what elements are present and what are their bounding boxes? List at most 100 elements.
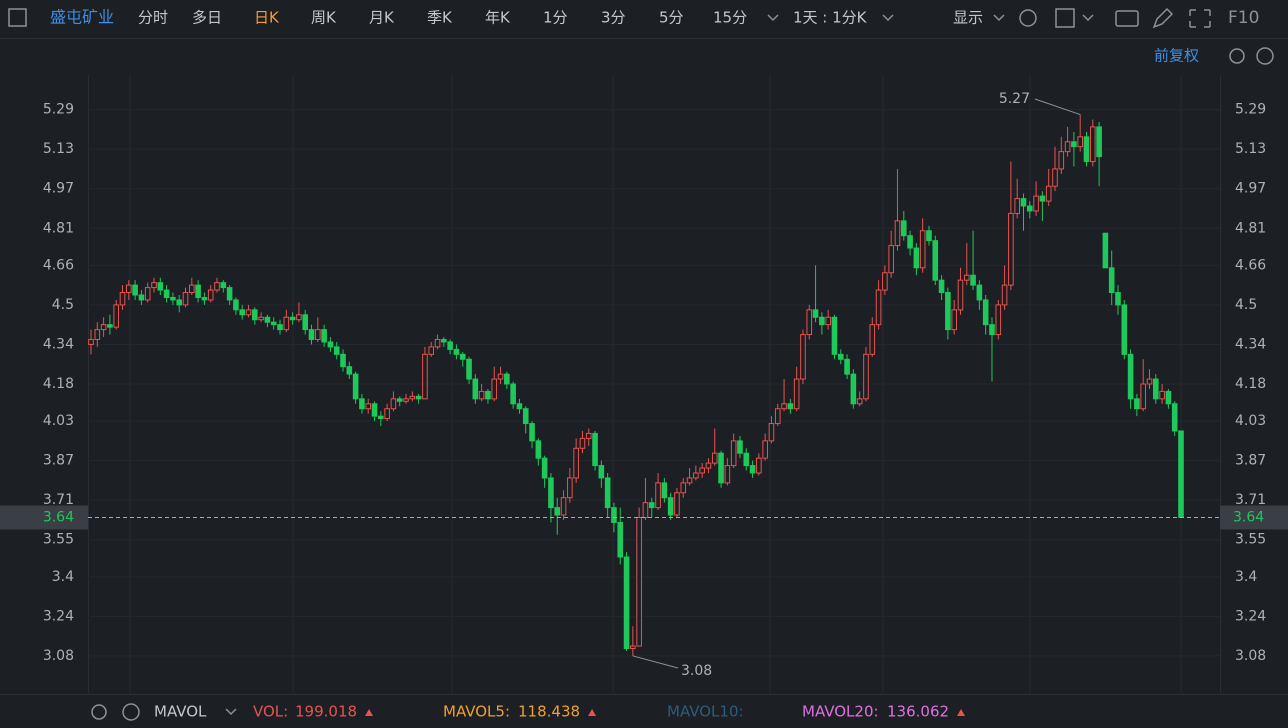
candle-body xyxy=(951,309,957,331)
candle-body xyxy=(630,645,636,650)
y-tick-label: 3.08 xyxy=(43,648,74,664)
reset-icon[interactable] xyxy=(1229,48,1245,64)
candle-body xyxy=(718,452,724,484)
candle-body xyxy=(970,274,976,286)
settings-icon[interactable] xyxy=(1019,9,1037,27)
candle-body xyxy=(485,390,491,400)
candle-body xyxy=(516,403,523,410)
candle-body xyxy=(447,341,453,350)
candle-body xyxy=(945,292,951,331)
f10[interactable]: F10 xyxy=(1228,8,1259,28)
period-tab[interactable]: 1分 xyxy=(543,9,568,27)
candle-body xyxy=(441,339,447,343)
candle-body xyxy=(585,432,592,439)
chevron[interactable] xyxy=(767,14,779,22)
period-tab[interactable]: 15分 xyxy=(713,9,747,27)
candle-body xyxy=(989,324,995,336)
candle-body xyxy=(1020,198,1027,207)
candle-body xyxy=(768,423,775,442)
period-tab[interactable]: 年K xyxy=(485,9,511,27)
candle-body xyxy=(422,353,428,400)
candle-body xyxy=(497,373,504,380)
color-icon[interactable] xyxy=(1055,8,1075,28)
adjust-mode[interactable]: 前复权 xyxy=(1154,47,1199,65)
period-tab[interactable]: 分时 xyxy=(138,9,168,27)
candle-body xyxy=(730,440,737,467)
candle-body xyxy=(957,279,964,311)
candle-body xyxy=(1152,378,1159,400)
candle-body xyxy=(170,296,176,301)
indicator-name[interactable]: MAVOL xyxy=(154,703,207,721)
indicator-settings[interactable] xyxy=(91,704,107,720)
candle-body xyxy=(762,440,768,459)
period-tabs: 分时 多日 日K 周K 月K 季K 年K 1分 3分 5分 15分 xyxy=(138,9,747,27)
y2-tick-label: 5.13 xyxy=(1235,141,1266,157)
candle-body xyxy=(711,452,718,464)
indicator-close[interactable] xyxy=(122,703,140,721)
chevron[interactable] xyxy=(882,14,894,22)
indicator-value: 199.018 xyxy=(295,703,357,721)
period-tab[interactable]: 多日 xyxy=(192,9,222,27)
chevron[interactable] xyxy=(225,708,237,716)
draw-icon[interactable] xyxy=(1152,7,1174,29)
candle-body xyxy=(623,556,630,650)
candle-body xyxy=(88,339,94,345)
candle-body xyxy=(1052,168,1058,187)
candle-body xyxy=(390,398,397,410)
trend-arrow xyxy=(365,709,374,716)
indicator-value: 136.062 xyxy=(887,703,949,721)
high-leader xyxy=(1034,98,1081,116)
candle-body xyxy=(1096,126,1102,158)
candle-body xyxy=(1058,151,1065,170)
candle-body xyxy=(705,462,712,469)
candle-body xyxy=(132,284,138,296)
fullscreen-icon[interactable] xyxy=(1189,9,1211,28)
candle-body xyxy=(812,309,819,318)
symbol[interactable]: 盛屯矿业 xyxy=(50,8,114,27)
y-tick-label: 3.4 xyxy=(52,569,74,585)
sidebar-toggle[interactable] xyxy=(8,8,27,27)
candle-body xyxy=(743,452,750,467)
candle-body xyxy=(94,329,101,341)
last-price-box xyxy=(1220,505,1288,530)
candle-body xyxy=(1045,185,1052,202)
candles xyxy=(88,114,1184,656)
candle-body xyxy=(888,245,894,274)
candle-body xyxy=(667,497,674,516)
chevron[interactable] xyxy=(1082,14,1094,22)
candle-body xyxy=(182,292,189,306)
candle-body xyxy=(409,395,416,400)
minimize-icon[interactable] xyxy=(1256,47,1274,65)
candle-body xyxy=(661,482,668,499)
candle-body xyxy=(1033,195,1039,212)
display-menu[interactable]: 显示 xyxy=(953,9,983,27)
interval[interactable]: 1天 : 1分K xyxy=(793,9,868,27)
candle-body xyxy=(491,378,498,400)
last-price-label: 3.64 xyxy=(1233,509,1264,525)
candle-body xyxy=(119,292,126,306)
candle-body xyxy=(636,516,642,647)
candle-body xyxy=(1140,383,1146,410)
candle-body xyxy=(1077,136,1083,148)
y2-tick-label: 3.55 xyxy=(1235,532,1266,548)
candle-body xyxy=(1146,378,1153,385)
candle-body xyxy=(504,373,510,385)
period-tab[interactable]: 周K xyxy=(311,9,337,27)
chevron[interactable] xyxy=(993,14,1005,22)
period-tab[interactable]: 5分 xyxy=(659,9,684,27)
candle-body xyxy=(522,408,529,425)
candle-body xyxy=(674,492,680,516)
candle-body xyxy=(1171,403,1178,432)
period-tab[interactable]: 季K xyxy=(427,9,453,27)
period-tab[interactable]: 月K xyxy=(369,9,395,27)
candle-body xyxy=(856,398,863,405)
period-tab[interactable]: 3分 xyxy=(601,9,626,27)
camera-icon[interactable] xyxy=(1115,10,1139,27)
y-tick-label: 4.66 xyxy=(43,257,74,273)
candle-body xyxy=(1108,267,1115,294)
candle-body xyxy=(296,314,302,321)
period-tab[interactable]: 日K xyxy=(254,9,280,27)
candle-body xyxy=(844,358,850,375)
candle-body xyxy=(340,353,346,368)
